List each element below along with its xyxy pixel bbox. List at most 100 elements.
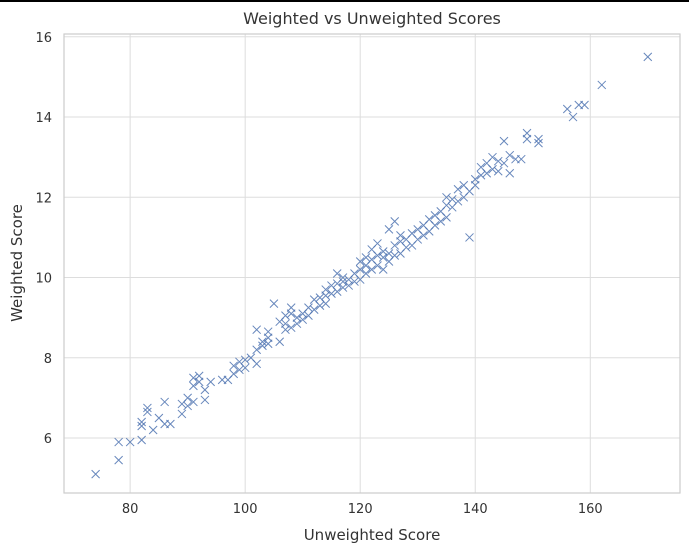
scatter-point bbox=[338, 277, 348, 286]
scatter-point bbox=[189, 397, 198, 407]
scatter-point bbox=[91, 469, 100, 479]
scatter-point bbox=[419, 231, 428, 240]
scatter-point bbox=[390, 241, 400, 250]
scatter-point bbox=[390, 217, 400, 226]
scatter-point bbox=[453, 196, 463, 206]
x-axis-label: Unweighted Score bbox=[304, 526, 441, 544]
scatter-point bbox=[200, 385, 210, 395]
scatter-point bbox=[166, 419, 175, 429]
scatter-point bbox=[373, 251, 382, 260]
scatter-point bbox=[240, 363, 250, 373]
scatter-point bbox=[137, 417, 147, 427]
scatter-point bbox=[390, 251, 400, 260]
plot-area bbox=[64, 34, 680, 493]
y-tick-label: 16 bbox=[35, 31, 52, 46]
scatter-point bbox=[286, 323, 296, 333]
scatter-point bbox=[281, 311, 290, 321]
scatter-point bbox=[499, 136, 509, 146]
plot-frame bbox=[63, 33, 681, 494]
scatter-point bbox=[332, 287, 342, 296]
scatter-point bbox=[493, 156, 503, 166]
scatter-point bbox=[413, 235, 423, 244]
scatter-point bbox=[309, 305, 319, 314]
scatter-point bbox=[137, 435, 147, 445]
scatter-point bbox=[143, 407, 152, 417]
scatter-point bbox=[378, 247, 388, 256]
scatter-point bbox=[229, 361, 239, 371]
scatter-point bbox=[373, 239, 382, 248]
scatter-point bbox=[200, 395, 210, 405]
scatter-point bbox=[361, 269, 371, 278]
scatter-point bbox=[562, 104, 572, 114]
scatter-point bbox=[252, 345, 262, 355]
scatter-point bbox=[114, 437, 123, 447]
scatter-point bbox=[482, 168, 492, 178]
scatter-point bbox=[373, 261, 382, 270]
scatter-point bbox=[465, 233, 474, 242]
scatter-point bbox=[240, 355, 250, 365]
scatter-point bbox=[114, 455, 123, 465]
scatter-point bbox=[177, 409, 187, 419]
scatter-point bbox=[125, 437, 135, 447]
scatter-point bbox=[263, 327, 273, 337]
scatter-point bbox=[367, 265, 377, 274]
y-tick-label: 10 bbox=[35, 272, 52, 287]
scatter-point bbox=[143, 403, 152, 413]
scatter-point bbox=[488, 152, 497, 162]
scatter-point bbox=[476, 170, 486, 180]
scatter-point bbox=[534, 134, 543, 144]
scatter-point bbox=[338, 273, 348, 282]
scatter-point bbox=[442, 192, 451, 202]
scatter-point bbox=[292, 313, 302, 323]
grid bbox=[64, 34, 680, 493]
scatter-point bbox=[384, 249, 394, 258]
scatter-point bbox=[453, 184, 463, 194]
scatter-point bbox=[321, 299, 331, 308]
y-tick-label: 12 bbox=[35, 191, 52, 206]
scatter-point bbox=[505, 150, 515, 160]
scatter-point bbox=[522, 128, 532, 138]
scatter-point bbox=[252, 325, 262, 335]
scatter-point bbox=[493, 166, 503, 176]
scatter-point bbox=[580, 100, 589, 110]
x-tick-label: 100 bbox=[233, 502, 258, 517]
scatter-point bbox=[286, 303, 296, 312]
scatter-point bbox=[183, 401, 193, 411]
scatter-point bbox=[488, 164, 497, 174]
scatter-point bbox=[304, 303, 313, 312]
scatter-point bbox=[321, 285, 331, 294]
scatter-point bbox=[183, 393, 193, 403]
scatter-point bbox=[499, 158, 509, 168]
scatter-point bbox=[252, 359, 262, 369]
scatter-point bbox=[315, 301, 325, 310]
scatter-point bbox=[275, 337, 285, 347]
scatter-point bbox=[378, 265, 388, 274]
scatter-point bbox=[643, 52, 653, 62]
scatter-point bbox=[516, 154, 526, 164]
scatter-point bbox=[148, 425, 158, 435]
scatter-point bbox=[430, 221, 440, 230]
scatter-point bbox=[194, 371, 204, 381]
scatter-point bbox=[401, 243, 411, 252]
scatter-point bbox=[189, 373, 198, 383]
scatter-point bbox=[160, 397, 170, 407]
scatter-point bbox=[384, 225, 394, 234]
scatter-point bbox=[206, 377, 216, 387]
scatter-point bbox=[396, 231, 405, 240]
scatter-point bbox=[568, 112, 578, 122]
scatter-point bbox=[235, 365, 244, 375]
y-tick-label: 8 bbox=[44, 352, 52, 367]
scatter-point bbox=[505, 168, 515, 178]
scatter-point bbox=[534, 138, 543, 148]
scatter-point bbox=[137, 421, 147, 431]
scatter-point bbox=[189, 381, 198, 391]
y-tick-label: 6 bbox=[44, 432, 52, 447]
scatter-point bbox=[281, 319, 290, 329]
scatter-point bbox=[361, 253, 371, 262]
scatter-point bbox=[442, 213, 451, 222]
scatter-point bbox=[258, 341, 267, 351]
scatter-point bbox=[229, 369, 239, 379]
chart-title: Weighted vs Unweighted Scores bbox=[243, 9, 501, 28]
tick-labels: 80 100 120 140 160 6 8 10 12 14 16 bbox=[35, 31, 602, 517]
scatter-point bbox=[269, 299, 279, 308]
